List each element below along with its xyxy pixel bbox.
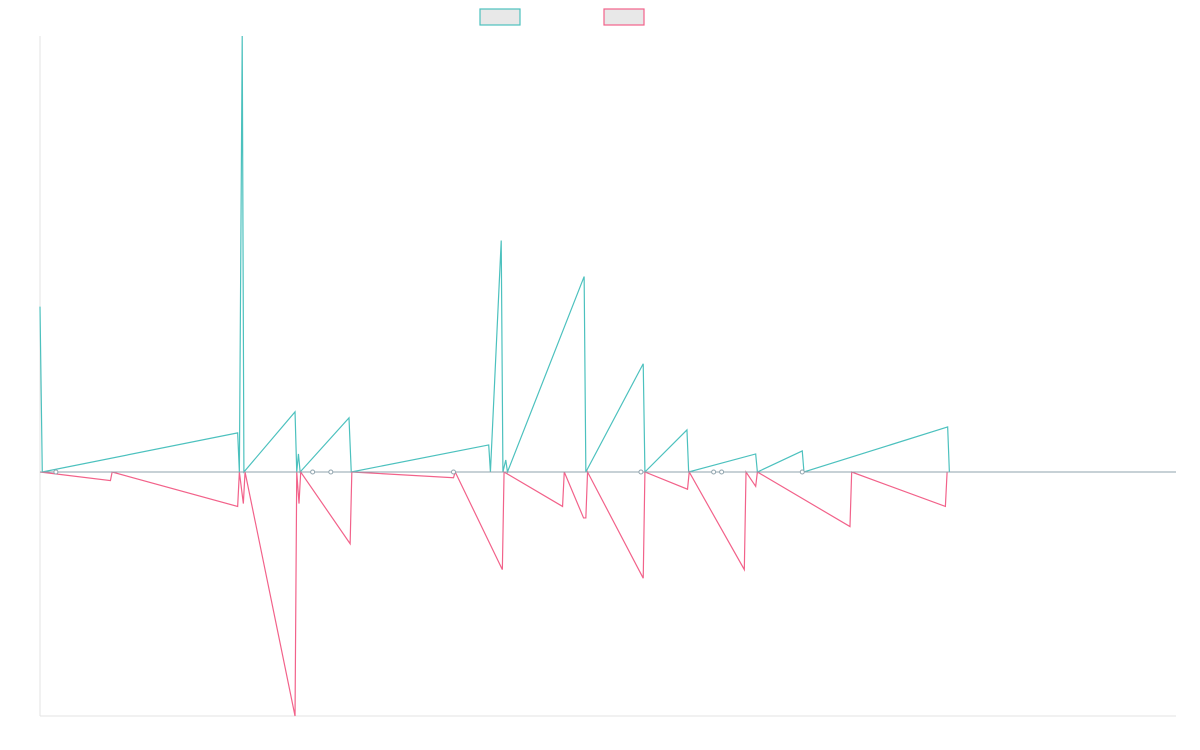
series-2-line [39, 469, 948, 717]
legend-swatch [479, 8, 521, 26]
legend-item-series-2[interactable] [603, 8, 645, 26]
baseline-marker-2 [310, 469, 316, 475]
baseline-marker-3 [328, 469, 334, 475]
legend [479, 8, 645, 26]
series-2 [39, 469, 948, 717]
baseline-marker-1 [53, 469, 59, 475]
series-layer [39, 35, 950, 717]
baseline-marker-5 [638, 469, 644, 475]
marker-layer [53, 469, 805, 475]
axes [39, 36, 1176, 717]
legend-item-series-1[interactable] [479, 8, 521, 26]
series-1-line [39, 35, 950, 475]
series-1 [39, 35, 950, 475]
baseline-marker-6 [711, 469, 717, 475]
legend-swatch [603, 8, 645, 26]
baseline-marker-7 [719, 469, 725, 475]
baseline-marker-8 [799, 469, 805, 475]
baseline-marker-4 [451, 469, 456, 475]
